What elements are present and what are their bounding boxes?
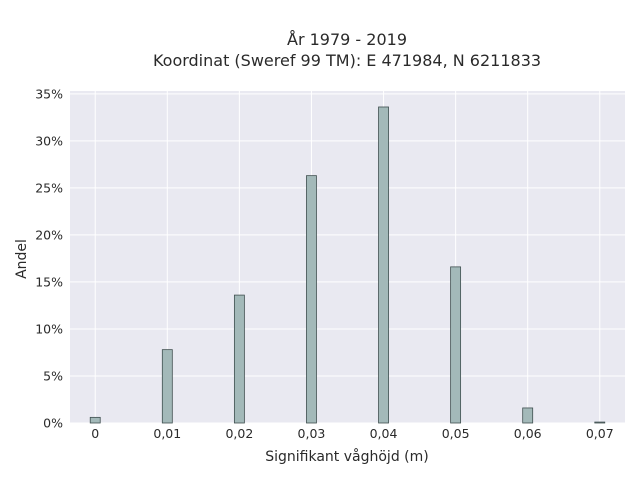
histogram-bar — [450, 266, 462, 424]
y-tick-label: 10% — [35, 321, 63, 336]
y-axis-ticks: 0% 5% 10% 15% 20% 25% 30% 35% — [35, 86, 63, 430]
histogram-bar — [233, 294, 245, 424]
histogram-bar — [306, 175, 317, 424]
x-tick-label: 0,01 — [153, 426, 181, 441]
y-axis-label: Andel — [14, 239, 30, 279]
x-axis-ticks: 0 0,01 0,02 0,03 0,04 0,05 0,06 0,07 — [91, 426, 613, 441]
x-tick-label: 0,05 — [442, 426, 470, 441]
x-tick-label: 0,06 — [514, 426, 542, 441]
histogram-bar — [378, 106, 389, 424]
y-tick-label: 30% — [35, 133, 63, 148]
histogram-bar — [89, 416, 101, 424]
x-tick-label: 0 — [91, 426, 99, 441]
chart-title: År 1979 - 2019 — [287, 30, 407, 49]
chart-subtitle: Koordinat (Sweref 99 TM): E 471984, N 62… — [153, 51, 541, 70]
x-tick-label: 0,02 — [225, 426, 253, 441]
histogram-bar — [522, 407, 534, 424]
y-tick-label: 35% — [35, 86, 63, 101]
bars — [89, 106, 606, 424]
x-tick-label: 0,07 — [586, 426, 614, 441]
histogram-bar — [594, 421, 606, 424]
y-tick-label: 20% — [35, 227, 63, 242]
y-tick-label: 0% — [43, 416, 63, 431]
y-tick-label: 25% — [35, 180, 63, 195]
x-axis-label: Signifikant våghöjd (m) — [265, 448, 428, 465]
x-tick-label: 0,04 — [370, 426, 398, 441]
y-tick-label: 5% — [43, 368, 63, 383]
x-tick-label: 0,03 — [298, 426, 326, 441]
y-tick-label: 15% — [35, 274, 63, 289]
histogram-bar — [161, 349, 173, 424]
